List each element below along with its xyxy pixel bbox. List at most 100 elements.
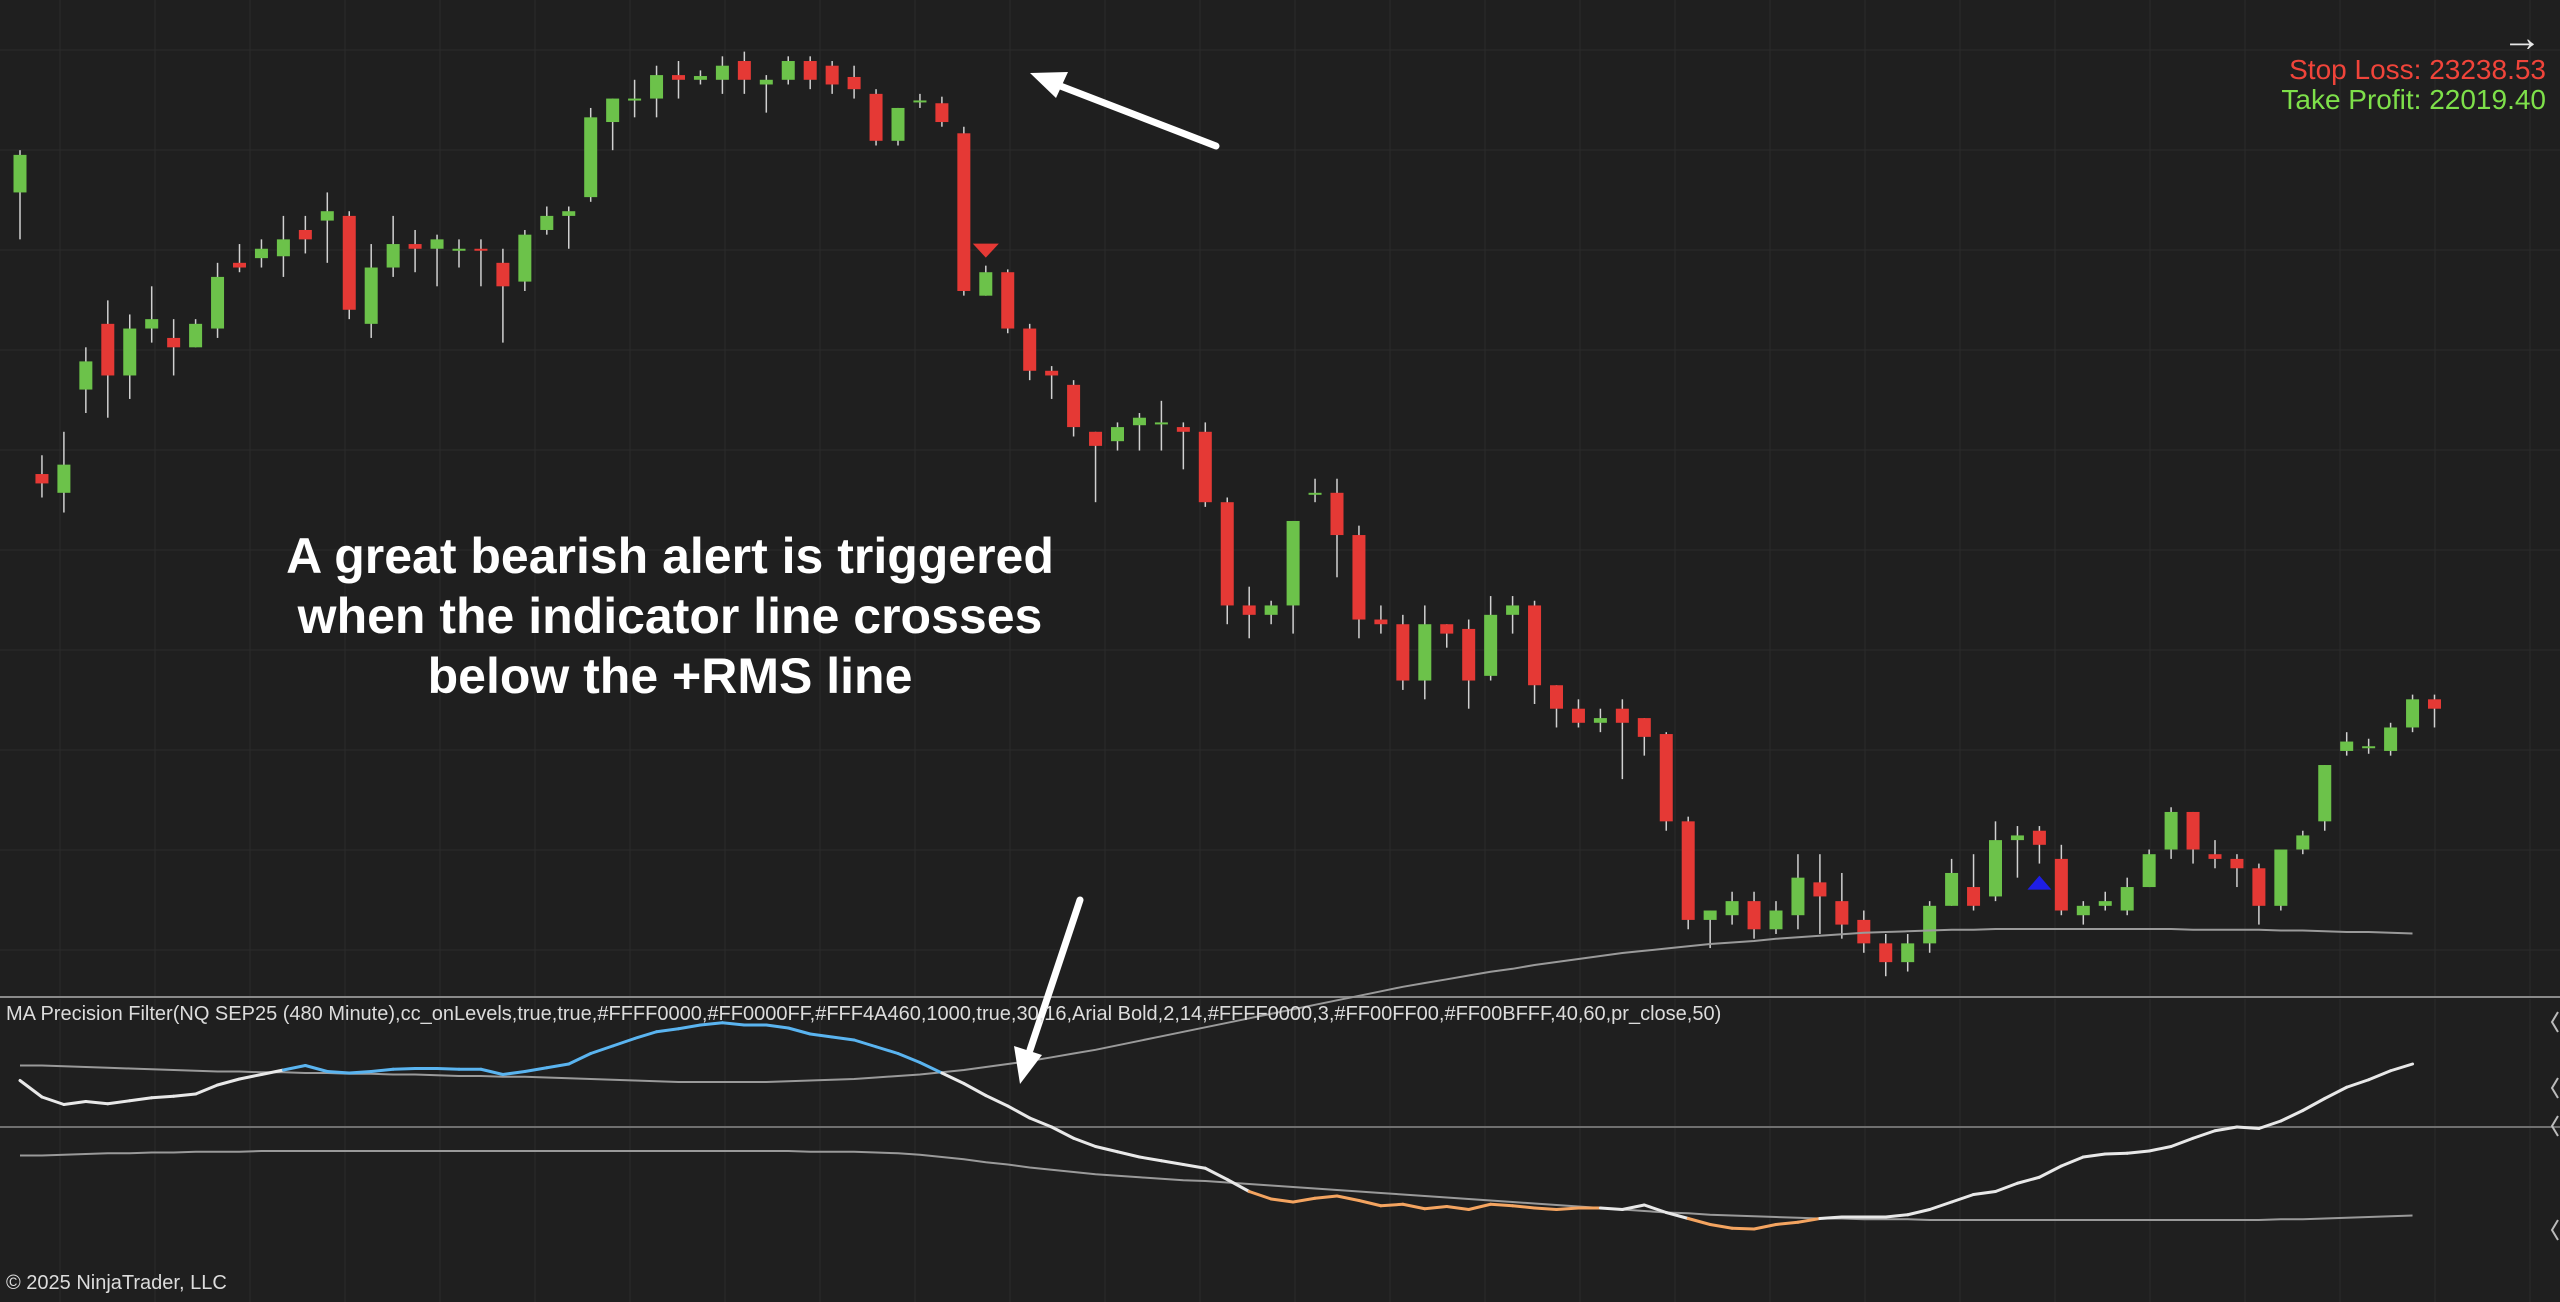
indicator-segment	[1664, 1211, 1690, 1220]
indicator-segment	[369, 1067, 395, 1073]
candle-body	[1111, 427, 1124, 442]
indicator-segment	[1467, 1202, 1493, 1211]
candle	[364, 244, 378, 338]
candle	[1089, 431, 1103, 503]
indicator-segment	[1598, 1206, 1624, 1211]
indicator-segment	[1620, 1203, 1646, 1211]
candle	[781, 56, 795, 85]
candle-body	[2010, 835, 2024, 841]
indicator-segment	[1072, 1136, 1098, 1148]
candle-body	[1484, 614, 1498, 676]
indicator-segment	[830, 1035, 856, 1042]
candle-body	[737, 61, 751, 80]
indicator-label: MA Precision Filter(NQ SEP25 (480 Minute…	[6, 1003, 1722, 1025]
indicator-segment	[1972, 1190, 1997, 1196]
indicator-segment	[2125, 1149, 2151, 1155]
callout-line: A great bearish alert is triggered	[286, 528, 1054, 584]
candle-body	[430, 239, 444, 249]
candle	[1330, 478, 1344, 578]
candle	[957, 126, 971, 296]
candle	[430, 234, 444, 287]
indicator-segment	[1291, 1196, 1317, 1204]
candle-body	[935, 103, 949, 123]
candle-body	[2186, 811, 2200, 850]
candle-body	[79, 361, 93, 390]
candle-body	[1989, 840, 2002, 897]
candle-body	[1813, 882, 1827, 897]
candle-body	[1769, 910, 1783, 930]
candle-body	[781, 61, 795, 80]
indicator-segment	[106, 1099, 132, 1106]
indicator-segment	[1357, 1199, 1383, 1208]
candle	[584, 107, 598, 202]
candle	[1637, 718, 1651, 756]
candle-body	[913, 100, 927, 103]
candle	[79, 347, 93, 414]
candle	[759, 75, 773, 113]
copyright-text: © 2025 NinjaTrader, LLC	[6, 1272, 227, 1294]
candle-body	[1418, 624, 1432, 681]
panel-scale-markers	[2550, 1011, 2559, 1241]
candle-body	[1154, 422, 1168, 425]
indicator-segment	[720, 1021, 746, 1027]
candle	[1286, 520, 1300, 634]
candle-body	[1308, 492, 1322, 495]
candle	[2032, 826, 2046, 864]
candle	[2274, 849, 2288, 911]
indicator-segment	[984, 1094, 1010, 1108]
candle	[189, 319, 203, 348]
candle	[2340, 732, 2354, 756]
candle	[2362, 738, 2376, 754]
indicator-segment	[172, 1092, 198, 1098]
candle-body	[364, 267, 378, 324]
candle	[1001, 269, 1015, 334]
candle	[145, 286, 159, 343]
candle-body	[1945, 872, 1959, 906]
candle	[1154, 400, 1168, 451]
candle	[2252, 863, 2266, 925]
candle-body	[123, 328, 137, 376]
candle	[1176, 422, 1190, 470]
candle-body	[1681, 821, 1695, 920]
candle	[737, 51, 751, 94]
candle	[715, 56, 729, 94]
candle-body	[2406, 699, 2420, 728]
indicator-segment	[1269, 1197, 1295, 1204]
take-profit-label: Take Profit: 22019.40	[2281, 84, 2546, 115]
candle-body	[2428, 699, 2441, 709]
candle-body	[1198, 431, 1212, 503]
candle	[1879, 933, 1893, 977]
candle-body	[562, 211, 576, 216]
candle-body	[1967, 887, 1981, 906]
indicator-segment	[2257, 1119, 2283, 1130]
candle	[935, 96, 949, 127]
candle-body	[2362, 746, 2376, 749]
indicator-segment	[962, 1082, 988, 1097]
indicator-segment	[2169, 1136, 2195, 1148]
indicator-segment	[940, 1071, 966, 1085]
indicator-segment	[567, 1052, 593, 1066]
candle	[1352, 525, 1366, 639]
indicator-segment	[655, 1027, 680, 1034]
candle-body	[2274, 849, 2288, 906]
candle-body	[1747, 901, 1761, 930]
candle-body	[13, 154, 27, 193]
candle	[1901, 933, 1915, 972]
indicator-segment	[1203, 1166, 1229, 1181]
candle	[2142, 849, 2156, 888]
indicator-segment	[1335, 1194, 1361, 1202]
indicator-segment	[2015, 1175, 2041, 1185]
candle-body	[233, 262, 246, 268]
candle	[57, 431, 71, 513]
indicator-panel	[0, 928, 2560, 1231]
candle-body	[1593, 718, 1607, 723]
right-arrow-icon[interactable]: →	[2502, 16, 2542, 60]
candle	[320, 192, 334, 263]
indicator-segment	[1028, 1116, 1054, 1129]
candle-body	[1352, 535, 1366, 620]
candle	[1484, 596, 1498, 681]
candle-body	[847, 76, 861, 90]
candle-body	[408, 244, 422, 249]
indicator-segment	[216, 1077, 241, 1087]
